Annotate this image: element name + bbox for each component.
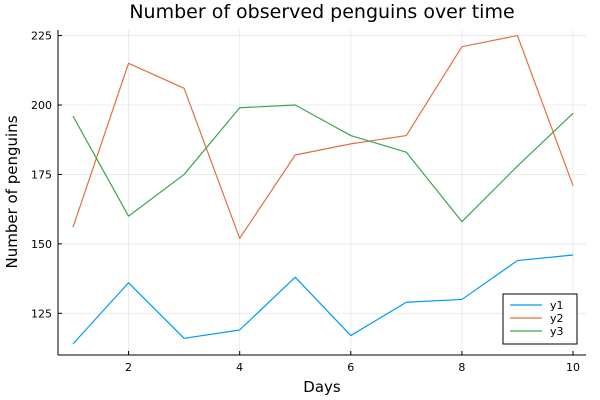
y-tick-label: 125 xyxy=(31,307,52,320)
x-axis-title: Days xyxy=(303,378,341,396)
series-line-y1 xyxy=(72,254,574,345)
legend-label-y3: y3 xyxy=(550,325,564,338)
grid-lines xyxy=(58,30,586,355)
x-tick-label: 10 xyxy=(566,361,580,374)
legend-label-y1: y1 xyxy=(550,299,564,312)
x-tick-label: 4 xyxy=(236,361,243,374)
legend-box xyxy=(502,293,578,345)
y-tick-label: 175 xyxy=(31,168,52,181)
y-tick-label: 150 xyxy=(31,238,52,251)
x-tick-label: 8 xyxy=(458,361,465,374)
y-axis-ticks: 125 150 175 200 225 xyxy=(31,30,62,320)
x-tick-label: 6 xyxy=(347,361,354,374)
x-tick-label: 2 xyxy=(125,361,132,374)
series-line-y2 xyxy=(72,34,574,239)
legend-label-y2: y2 xyxy=(550,312,564,325)
x-axis-ticks: 2 4 6 8 10 xyxy=(125,351,580,374)
series-layer xyxy=(72,34,574,345)
y-axis-title: Number of penguins xyxy=(3,115,21,268)
y-tick-label: 225 xyxy=(31,30,52,43)
series-line-y3 xyxy=(72,104,574,223)
y-tick-label: 200 xyxy=(31,99,52,112)
chart-title: Number of observed penguins over time xyxy=(129,1,514,23)
